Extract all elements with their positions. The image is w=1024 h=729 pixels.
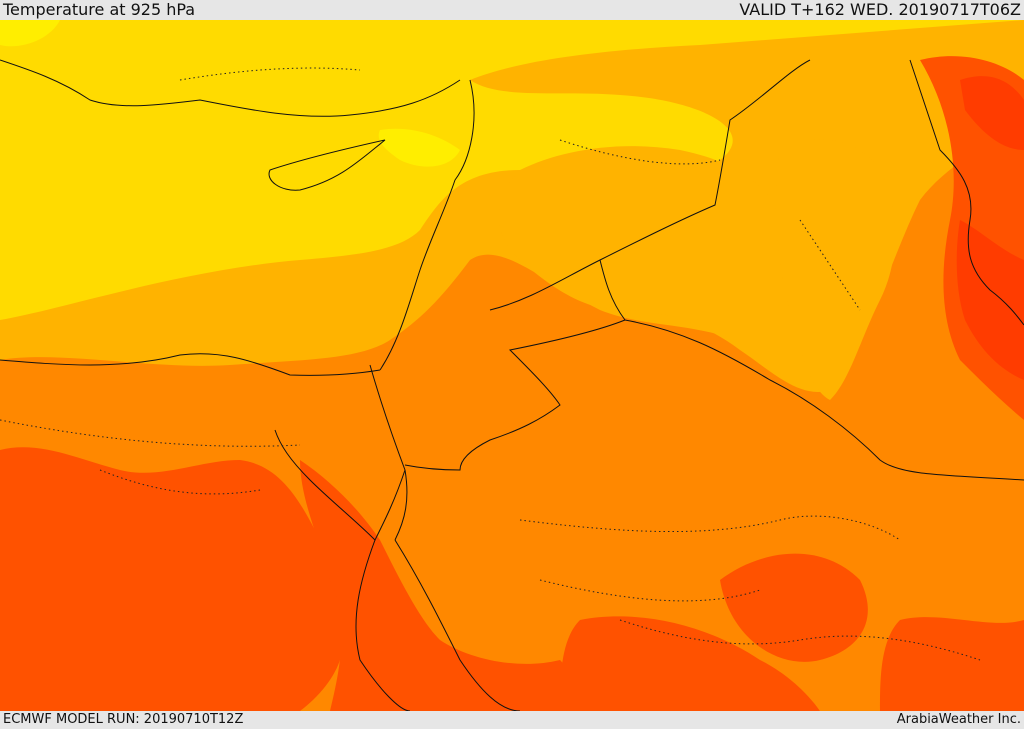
zone-dark-redsea — [300, 460, 569, 711]
zone-dark-arabia-3 — [880, 617, 1024, 711]
provincial-boundaries — [0, 67, 981, 661]
valid-time: VALID T+162 WED. 20190717T06Z — [739, 0, 1021, 19]
egypt-coast — [0, 353, 381, 376]
zone-gold-iraq — [775, 139, 895, 400]
footer-bar: ECMWF MODEL RUN: 20190710T12Z ArabiaWeat… — [0, 711, 1024, 729]
zone-bright-yellow-1 — [378, 128, 460, 167]
zone-redorange-ne — [960, 76, 1024, 150]
zone-dark-egypt — [0, 447, 344, 711]
zone-redorange-iran — [956, 220, 1024, 380]
iraq-saudi-border — [624, 319, 1024, 481]
redsea-west — [355, 539, 411, 711]
boundary-2 — [99, 469, 261, 495]
model-run: ECMWF MODEL RUN: 20190710T12Z — [3, 712, 244, 727]
zone-gold-syria — [499, 146, 847, 392]
sinai — [274, 364, 406, 541]
boundary-4 — [539, 579, 761, 602]
credit: ArabiaWeather Inc. — [896, 712, 1021, 727]
zone-dark-arabia-1 — [720, 553, 868, 662]
cyprus — [268, 139, 386, 191]
borders-and-coastlines — [0, 59, 1024, 711]
temperature-map — [0, 20, 1024, 711]
map-title: Temperature at 925 hPa — [3, 0, 196, 19]
boundary-8 — [559, 139, 721, 165]
aqaba — [394, 469, 408, 541]
levant-coast — [379, 79, 475, 371]
zone-dark-arabia-2 — [560, 616, 820, 711]
boundary-5 — [799, 219, 861, 311]
redsea-east — [394, 539, 521, 711]
boundary-3 — [519, 515, 901, 541]
header-bar: Temperature at 925 hPa VALID T+162 WED. … — [0, 0, 1024, 20]
syria-iraq-border — [489, 59, 811, 311]
boundary-7 — [179, 67, 361, 81]
iran-border — [909, 59, 1024, 326]
turkey-coast — [0, 59, 461, 117]
zone-bright-yellow-2 — [0, 20, 60, 47]
